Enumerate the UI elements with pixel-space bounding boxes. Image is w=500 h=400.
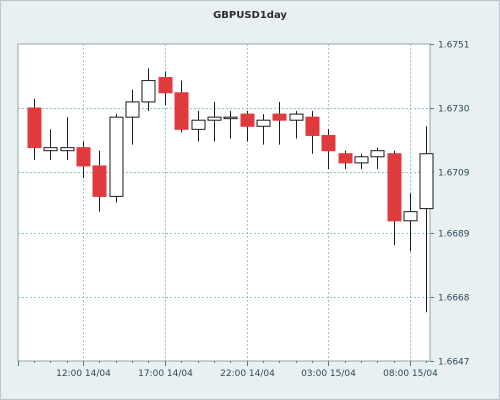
- candle-body-up: [419, 153, 434, 210]
- candle-body-down: [338, 153, 353, 164]
- candle-body-up: [43, 147, 58, 152]
- candle: [174, 80, 189, 133]
- candle: [289, 111, 304, 139]
- candle: [370, 147, 385, 169]
- candle: [272, 101, 287, 145]
- candles: [27, 68, 434, 313]
- y-tick-label: 1.6668: [438, 294, 470, 304]
- candle: [240, 111, 255, 142]
- candle: [76, 141, 91, 179]
- candle-body-down: [76, 147, 91, 167]
- candle: [354, 153, 369, 169]
- candle-body-down: [158, 77, 173, 94]
- candle-body-down: [174, 92, 189, 130]
- candle-body-down: [27, 107, 42, 149]
- candle: [419, 126, 434, 313]
- candle: [43, 129, 58, 160]
- candle-body-down: [321, 134, 336, 152]
- candle-body-up: [289, 113, 304, 121]
- grid: [18, 44, 430, 361]
- candle: [109, 114, 124, 203]
- candle: [223, 111, 238, 139]
- x-tick-label: 08:00 15/04: [383, 369, 438, 379]
- y-axis: 1.6751 1.6730 1.6709 1.6689 1.6668 1.6647: [430, 41, 470, 368]
- candle: [403, 193, 418, 252]
- y-tick-label: 1.6730: [438, 105, 470, 115]
- x-tick-label: 12:00 14/04: [56, 369, 111, 379]
- candle-body-down: [272, 113, 287, 121]
- x-axis: 12:00 14/04 17:00 14/04 22:00 14/04 03:00 1…: [18, 361, 438, 379]
- candle-body-down: [240, 113, 255, 127]
- candle-body-up: [354, 156, 369, 164]
- candle-body-up: [141, 80, 156, 103]
- candle-body-down: [92, 165, 107, 197]
- y-tick-label: 1.6689: [438, 230, 470, 240]
- candle: [92, 150, 107, 212]
- candle-body-up: [207, 116, 222, 121]
- candle: [60, 117, 75, 160]
- candle-body-down: [305, 116, 320, 136]
- y-tick-label: 1.6709: [438, 169, 470, 179]
- x-tick-label: 17:00 14/04: [138, 369, 193, 379]
- candle-body-up: [191, 119, 206, 130]
- plot-area: [17, 43, 431, 362]
- candle: [387, 150, 402, 246]
- y-tick-label: 1.6751: [438, 41, 470, 51]
- candle: [338, 150, 353, 169]
- candle-body-up: [109, 116, 124, 197]
- candle-body-up: [60, 147, 75, 152]
- candle: [125, 89, 140, 145]
- x-tick-label: 03:00 15/04: [301, 369, 356, 379]
- candle-body-down: [387, 153, 402, 222]
- candle: [27, 98, 42, 160]
- candle: [305, 111, 320, 154]
- chart-title: GBPUSD1day: [213, 10, 287, 21]
- y-tick-label: 1.6647: [438, 358, 470, 368]
- candle: [256, 114, 271, 145]
- candle: [321, 129, 336, 169]
- candle: [141, 68, 156, 112]
- candle-body-up: [370, 150, 385, 158]
- candle-body-up: [403, 211, 418, 222]
- candle-body-up: [256, 119, 271, 127]
- candle-body-up: [125, 101, 140, 118]
- candle: [158, 71, 173, 105]
- candle: [191, 111, 206, 142]
- candle-body-up: [223, 116, 238, 120]
- x-tick-label: 22:00 14/04: [220, 369, 275, 379]
- candle: [207, 101, 222, 142]
